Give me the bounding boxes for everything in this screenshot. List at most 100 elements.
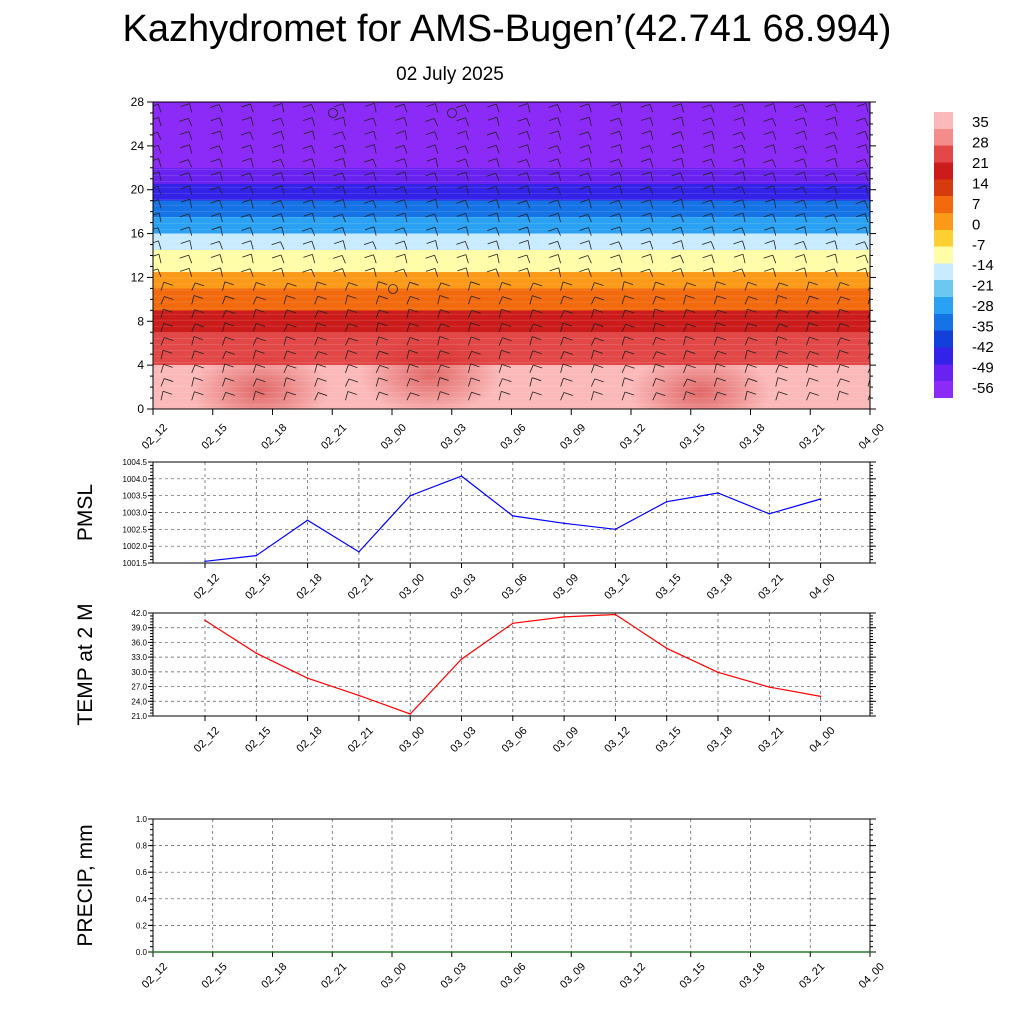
wind-barb-shaft xyxy=(341,255,346,264)
wind-barb-shaft xyxy=(806,392,811,401)
wind-barb-flag xyxy=(610,172,620,176)
wind-barb-flag xyxy=(840,282,850,286)
wind-barb-flag xyxy=(456,130,467,135)
data-point xyxy=(204,560,206,563)
wind-barb-shaft xyxy=(345,323,349,332)
wind-barb-shaft xyxy=(434,255,439,264)
wind-barb-shaft xyxy=(406,296,411,305)
wind-barb-flag xyxy=(456,171,467,176)
wind-barb-flag xyxy=(655,295,666,300)
y-tick-label: 30.0 xyxy=(131,668,147,677)
wind-barb-flag xyxy=(153,212,160,216)
wind-barb-flag xyxy=(625,323,635,328)
wind-barb-shaft xyxy=(375,350,380,360)
wind-barb-shaft xyxy=(468,363,471,373)
wind-barb-flag xyxy=(686,282,696,287)
data-point xyxy=(358,551,360,553)
wind-barb-shaft xyxy=(529,282,534,291)
wind-barb-flag xyxy=(808,281,819,286)
wind-barb-shaft xyxy=(710,158,715,168)
wind-barb-flag xyxy=(579,240,590,245)
wind-barb-shaft xyxy=(560,322,564,332)
wind-barb-flag xyxy=(549,130,559,135)
x-tick-label: 03_18 xyxy=(737,961,767,991)
wind-barb-shaft xyxy=(590,296,596,305)
wind-barb-shaft xyxy=(220,226,223,236)
wind-barb-shaft xyxy=(498,282,503,291)
wind-barb-shaft xyxy=(806,295,810,305)
wind-barb-flag xyxy=(211,267,221,272)
wind-barb-shaft xyxy=(373,185,377,195)
wind-barb-shaft xyxy=(741,131,746,140)
wind-barb-flag xyxy=(501,364,511,368)
wind-barb-flag xyxy=(194,350,204,355)
wind-barb-flag xyxy=(809,350,819,355)
wind-barb-shaft xyxy=(249,227,254,236)
wind-barb-shaft xyxy=(775,350,779,360)
wind-barb-flag xyxy=(672,157,682,162)
wind-barb-flag xyxy=(624,350,635,355)
wind-barb-flag xyxy=(747,308,757,313)
wind-barb-shaft xyxy=(373,267,377,277)
wind-barb-shaft xyxy=(434,213,439,223)
data-point xyxy=(331,951,334,953)
data-point xyxy=(570,951,573,953)
wind-barb-flag xyxy=(562,322,573,327)
wind-barb-shaft xyxy=(468,281,472,291)
wind-barb-shaft xyxy=(529,391,533,401)
wind-barb-flag xyxy=(255,323,266,327)
data-point xyxy=(869,951,871,953)
wind-barb-flag xyxy=(703,185,713,190)
x-tick-label: 02_21 xyxy=(346,572,376,602)
wind-barb-shaft xyxy=(498,378,503,387)
wind-barb-shaft xyxy=(283,364,288,373)
wind-barb-shaft xyxy=(251,254,254,264)
wind-barb-flag xyxy=(716,281,726,286)
colorbar-label: -21 xyxy=(972,278,994,295)
wind-barb-flag xyxy=(548,117,559,122)
wind-barb-flag xyxy=(194,391,204,396)
y-tick-label: 27.0 xyxy=(131,683,147,692)
wind-barb-shaft xyxy=(741,103,746,113)
wind-barb-flag xyxy=(456,199,466,204)
wind-barb-shaft xyxy=(437,377,441,387)
wind-barb-flag xyxy=(654,308,664,313)
wind-barb-shaft xyxy=(160,323,165,332)
wind-barb-flag xyxy=(225,391,235,396)
wind-barb-flag xyxy=(395,253,405,258)
wind-barb-shaft xyxy=(529,295,533,305)
wind-barb-flag xyxy=(162,390,173,395)
wind-barb-shaft xyxy=(649,117,654,127)
wind-barb-shaft xyxy=(741,186,746,195)
wind-barb-flag xyxy=(210,240,220,245)
wind-barb-shaft xyxy=(683,336,686,346)
wind-barb-shaft xyxy=(496,103,500,113)
wind-barb-shaft xyxy=(375,365,381,373)
wind-barb-flag xyxy=(487,186,497,190)
wind-barb-shaft xyxy=(403,227,408,236)
wind-barb-flag xyxy=(334,116,344,121)
wind-barb-shaft xyxy=(558,130,561,140)
wind-barb-flag xyxy=(272,144,282,149)
wind-barb-shaft xyxy=(649,158,654,168)
wind-barb-flag xyxy=(394,227,404,232)
chart-title: Kazhydromet for AMS-Bugen’(42.741 68.994… xyxy=(122,8,892,50)
wind-barb-flag xyxy=(501,281,512,286)
wind-barb-shaft xyxy=(403,186,408,195)
wind-barb-flag xyxy=(764,198,775,203)
wind-barb-shaft xyxy=(252,337,257,346)
wind-barb-shaft xyxy=(464,241,469,250)
wind-barb-shaft xyxy=(188,131,193,140)
wind-barb-shaft xyxy=(713,363,717,373)
wind-barb-shaft xyxy=(157,227,162,236)
wind-barb-flag xyxy=(839,349,849,354)
wind-barb-flag xyxy=(548,158,559,163)
wind-barb-flag xyxy=(240,214,250,218)
wind-barb-shaft xyxy=(280,159,285,168)
wind-barb-flag xyxy=(364,213,374,217)
wind-barb-flag xyxy=(563,392,574,396)
wind-barb-shaft xyxy=(219,241,223,250)
wind-barb-flag xyxy=(532,391,542,396)
wind-barb-flag xyxy=(225,350,235,355)
wind-barb-shaft xyxy=(649,145,654,154)
